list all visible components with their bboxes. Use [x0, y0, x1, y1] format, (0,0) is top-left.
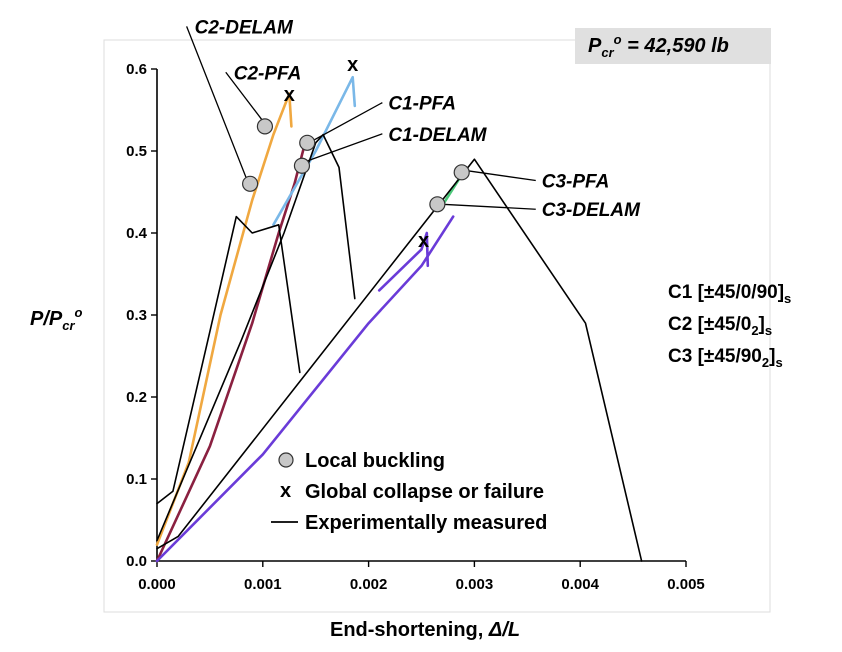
annotation-label: C3-DELAM: [542, 200, 641, 221]
x-axis-title-prefix: End-shortening,: [330, 619, 489, 641]
x-tick-label: 0.004: [561, 576, 599, 593]
series-layer: [155, 75, 643, 563]
layup-c1-prefix: C1 [±45/0/90]: [668, 282, 784, 303]
layup-c3-sub2: 2: [762, 355, 769, 370]
annotation-leader: [186, 26, 248, 180]
pcr-box: Pcro = 42,590 lb: [575, 28, 771, 64]
local-buckling-marker: [453, 164, 470, 181]
layup-c2-prefix: C2 [±45/0: [668, 314, 751, 335]
local-buckling-marker: [429, 196, 446, 213]
legend-local-buckling-label: Local buckling: [305, 450, 445, 472]
annotation-leader: [442, 203, 536, 210]
y-axis-title-sub: cr: [62, 318, 75, 333]
layup-c3: C3 [±45/902]s: [668, 346, 783, 370]
local-buckling-marker: [293, 157, 311, 174]
annotation-label: C1-DELAM: [388, 125, 487, 146]
axes: 0.000 0.001 0.002 0.003 0.004 0.005 0.0 0.1 0.2 0…: [126, 61, 705, 593]
x-axis-title: End-shortening, Δ/L: [330, 619, 520, 641]
pcr-box-base: P: [588, 35, 602, 57]
annotation-label: C2-PFA: [234, 63, 302, 84]
layup-c1-sub: s: [784, 291, 791, 306]
layup-c1: C1 [±45/0/90]s: [668, 282, 791, 306]
legend-global-collapse-marker: x: [280, 480, 291, 502]
local-buckling-marker: [242, 175, 259, 192]
legend: Local buckling x Global collapse or fail…: [271, 450, 547, 534]
pcr-box-sup: o: [614, 32, 622, 47]
annotation-leader: [302, 133, 383, 164]
x-axis-title-symbol: Δ/L: [488, 619, 520, 641]
y-tick-label: 0.1: [126, 471, 147, 488]
y-tick-label: 0.3: [126, 307, 147, 324]
x-tick-label: 0.005: [667, 576, 705, 593]
layup-c3-sub: s: [775, 355, 782, 370]
series-line: [272, 75, 357, 227]
series-line: [155, 215, 455, 563]
y-axis-title-base: P/P: [30, 308, 63, 330]
annotation-leader: [310, 102, 383, 143]
layup-c3-tail: ]: [769, 346, 775, 367]
pcr-box-background: [575, 28, 771, 64]
x-tick-label: 0.001: [244, 576, 282, 593]
global-collapse-marker: x: [284, 84, 295, 106]
annotation-label: C2-DELAM: [195, 17, 294, 38]
y-axis-title: P/Pcro: [30, 305, 83, 333]
marker-layer: x x x: [242, 54, 470, 252]
local-buckling-marker: [256, 118, 274, 135]
series-line: [377, 231, 430, 292]
x-tick-label: 0.000: [138, 576, 176, 593]
layup-labels: C1 [±45/0/90]s C2 [±45/02]s C3 [±45/902]…: [668, 282, 791, 370]
series-line: [156, 215, 301, 505]
y-tick-label: 0.6: [126, 61, 147, 78]
layup-c2-sub: s: [765, 323, 772, 338]
y-axis-title-sup: o: [75, 305, 83, 320]
series-line: [155, 92, 293, 546]
series-line: [156, 133, 356, 542]
layup-c2-tail: ]: [759, 314, 765, 335]
y-tick-label: 0.4: [126, 225, 148, 242]
annotation-leader: [466, 170, 536, 182]
annotation-label: C1-PFA: [388, 94, 456, 115]
pcr-box-sub: cr: [601, 45, 614, 60]
pcr-box-rest: = 42,590 lb: [622, 35, 729, 57]
y-tick-label: 0.2: [126, 389, 147, 406]
y-tick-label: 0.0: [126, 553, 147, 570]
global-collapse-marker: x: [418, 230, 429, 252]
annotation-layer: C2-DELAM C2-PFA C1-PFA C1-DELAM C3-PFA C3-DEL…: [186, 17, 641, 221]
x-tick-label: 0.003: [456, 576, 494, 593]
layup-c2: C2 [±45/02]s: [668, 314, 772, 338]
layup-c2-sub2: 2: [751, 323, 758, 338]
series-line: [156, 158, 643, 562]
legend-experiment-label: Experimentally measured: [305, 512, 547, 534]
legend-local-buckling-marker: [278, 452, 294, 468]
pcr-box-text: Pcro = 42,590 lb: [588, 32, 729, 60]
layup-c3-prefix: C3 [±45/90: [668, 346, 762, 367]
global-collapse-marker: x: [347, 54, 358, 76]
local-buckling-marker: [299, 134, 316, 151]
x-tick-label: 0.002: [350, 576, 388, 593]
annotation-leader: [225, 71, 265, 123]
plot-background: [103, 39, 771, 613]
legend-global-collapse-label: Global collapse or failure: [305, 481, 544, 503]
y-tick-label: 0.5: [126, 143, 147, 160]
annotation-label: C3-PFA: [542, 172, 610, 193]
